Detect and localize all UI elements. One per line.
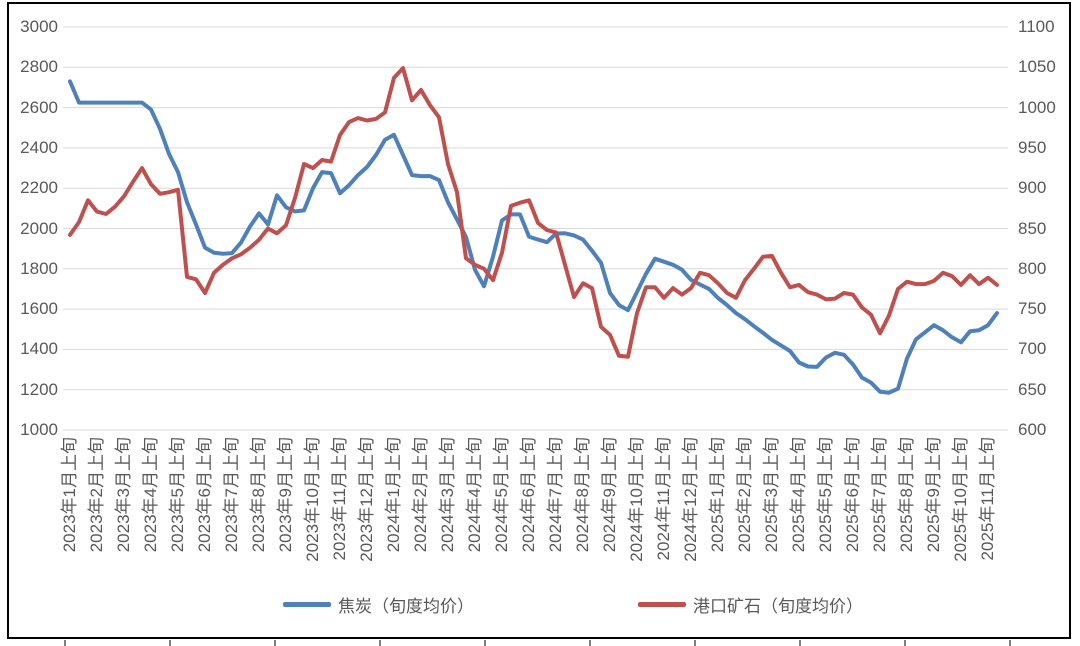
- bottom-edge-tick: [589, 640, 591, 646]
- x-axis-tick-label: 2023年2月上旬: [87, 437, 106, 553]
- left-axis-tick-label: 2600: [20, 98, 58, 117]
- left-axis-tick-label: 3000: [20, 17, 58, 36]
- right-axis-tick-label: 600: [1018, 420, 1047, 439]
- x-axis-tick-label: 2024年11月上旬: [654, 437, 673, 561]
- x-axis-tick-label: 2024年6月上旬: [519, 437, 538, 553]
- legend-label-port-ore: 港口矿石（旬度均价）: [693, 596, 863, 616]
- x-axis-tick-label: 2023年9月上旬: [276, 437, 295, 553]
- x-axis-tick-label: 2023年6月上旬: [195, 437, 214, 553]
- x-axis-tick-label: 2023年12月上旬: [357, 437, 376, 562]
- x-axis-tick-label: 2024年2月上旬: [411, 437, 430, 553]
- x-axis-tick-label: 2023年1月上旬: [60, 437, 79, 553]
- x-axis-tick-label: 2025年11月上旬: [978, 437, 997, 561]
- x-axis-tick-label: 2023年8月上旬: [249, 437, 268, 553]
- left-axis-tick-label: 2400: [20, 138, 58, 157]
- x-axis-tick-label: 2024年12月上旬: [681, 437, 700, 562]
- x-axis-tick-label: 2023年7月上旬: [222, 437, 241, 553]
- right-axis-tick-label: 650: [1018, 380, 1047, 399]
- x-axis-tick-label: 2025年5月上旬: [816, 437, 835, 553]
- right-axis-tick-label: 950: [1018, 138, 1047, 157]
- x-axis-tick-label: 2024年5月上旬: [492, 437, 511, 553]
- series-line-0: [68, 79, 999, 395]
- x-axis-tick-label: 2025年2月上旬: [735, 437, 754, 553]
- right-axis-tick-label: 800: [1018, 259, 1047, 278]
- x-axis-tick-label: 2024年9月上旬: [600, 437, 619, 553]
- x-axis-tick-label: 2025年10月上旬: [951, 437, 970, 562]
- bottom-edge-tick: [694, 640, 696, 646]
- bottom-edge-tick: [64, 640, 66, 646]
- x-axis-tick-label: 2025年8月上旬: [897, 437, 916, 553]
- series-line-1: [68, 66, 999, 359]
- x-axis-tick-label: 2025年9月上旬: [924, 437, 943, 553]
- left-axis-tick-label: 1200: [20, 380, 58, 399]
- legend-item-port-ore: 港口矿石（旬度均价）: [638, 593, 863, 616]
- legend-line-swatch-blue: [283, 601, 331, 607]
- legend-item-coke: 焦炭（旬度均价）: [283, 593, 474, 616]
- right-axis-tick-label: 1000: [1018, 98, 1056, 117]
- left-axis-tick-label: 1000: [20, 420, 58, 439]
- right-axis-tick-label: 1100: [1018, 17, 1055, 36]
- right-axis-tick-label: 850: [1018, 219, 1047, 238]
- x-axis-tick-label: 2023年5月上旬: [168, 437, 187, 553]
- left-axis-tick-label: 2000: [20, 219, 58, 238]
- left-axis-tick-label: 2800: [20, 57, 58, 76]
- left-axis-tick-label: 2200: [20, 178, 58, 197]
- bottom-edge-tick: [904, 640, 906, 646]
- x-axis-tick-label: 2024年4月上旬: [465, 437, 484, 553]
- x-axis-tick-label: 2024年8月上旬: [573, 437, 592, 553]
- x-axis-tick-label: 2025年1月上旬: [708, 437, 727, 553]
- x-axis-tick-label: 2025年3月上旬: [762, 437, 781, 553]
- bottom-edge-tick: [379, 640, 381, 646]
- x-axis-tick-label: 2023年10月上旬: [303, 437, 322, 562]
- right-axis-tick-label: 750: [1018, 299, 1047, 318]
- x-axis-tick-label: 2024年7月上旬: [546, 437, 565, 553]
- left-axis-tick-label: 1800: [20, 259, 58, 278]
- bottom-edge-tick: [1009, 640, 1011, 646]
- x-axis-tick-label: 2025年6月上旬: [843, 437, 862, 553]
- x-axis-tick-label: 2024年1月上旬: [384, 437, 403, 553]
- bottom-edge-tick: [484, 640, 486, 646]
- right-axis-tick-label: 700: [1018, 339, 1047, 358]
- left-axis-tick-label: 1400: [20, 339, 58, 358]
- x-axis-tick-label: 2023年3月上旬: [114, 437, 133, 553]
- legend-label-coke: 焦炭（旬度均价）: [338, 596, 474, 616]
- x-axis-tick-label: 2024年3月上旬: [438, 437, 457, 553]
- bottom-edge-tick: [169, 640, 171, 646]
- x-axis-tick-label: 2023年11月上旬: [330, 437, 349, 561]
- bottom-edge-tick: [274, 640, 276, 646]
- right-axis-tick-label: 1050: [1018, 57, 1056, 76]
- x-axis-tick-label: 2025年7月上旬: [870, 437, 889, 553]
- left-axis-tick-label: 1600: [20, 299, 58, 318]
- x-axis-tick-label: 2024年10月上旬: [627, 437, 646, 562]
- legend-line-swatch-red: [638, 601, 686, 607]
- x-axis-tick-label: 2023年4月上旬: [141, 437, 160, 553]
- right-axis-tick-label: 900: [1018, 178, 1047, 197]
- bottom-edge-tick: [799, 640, 801, 646]
- x-axis-tick-label: 2025年4月上旬: [789, 437, 808, 553]
